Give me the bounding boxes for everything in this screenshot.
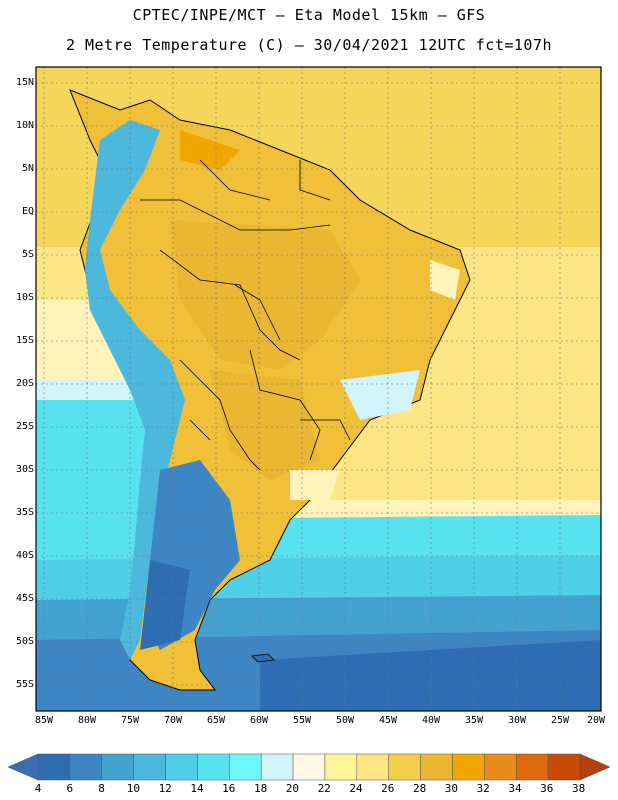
colorbar-swatch (547, 753, 581, 781)
colorbar-swatch (101, 753, 134, 781)
colorbar-label: 14 (190, 782, 204, 795)
lon-label: 80W (77, 715, 97, 726)
lon-label: 65W (206, 715, 226, 726)
map-subtitle: 2 Metre Temperature (C) – 30/04/2021 12U… (65, 36, 553, 54)
colorbar-label: 18 (253, 782, 268, 795)
lon-label: 20W (586, 715, 606, 726)
lat-label: 45S (15, 593, 34, 604)
colorbar-swatch (324, 753, 358, 781)
lat-label: 10N (15, 120, 34, 131)
colorbar-label: 28 (412, 782, 427, 795)
lon-label: 70W (163, 715, 183, 726)
colorbar-swatch (420, 753, 453, 781)
lat-label: 50S (15, 636, 34, 647)
colorbar-swatch (197, 753, 230, 781)
lat-label: 15N (15, 77, 34, 88)
colorbar-label: 32 (476, 782, 490, 795)
lon-label: 30W (507, 715, 527, 726)
map-title: CPTEC/INPE/MCT – Eta Model 15km – GFS (132, 6, 486, 24)
colorbar-label: 4 (34, 782, 42, 795)
lat-label: 20S (15, 378, 34, 389)
lat-label: 40S (15, 550, 34, 561)
colorbar-label: 8 (98, 782, 105, 795)
colorbar-swatch (515, 753, 549, 781)
colorbar-swatch (37, 753, 71, 781)
colorbar-swatch (484, 753, 517, 781)
colorbar-swatch (69, 753, 103, 781)
colorbar-label: 20 (285, 782, 300, 795)
lat-label: 25S (15, 421, 34, 432)
lat-label: EQ (21, 206, 34, 217)
colorbar-swatch (133, 753, 166, 781)
colorbar-label: 12 (158, 782, 172, 795)
lat-label: 5N (21, 163, 34, 174)
lat-label: 35S (15, 507, 34, 518)
lon-label: 60W (249, 715, 269, 726)
lat-label: 30S (15, 464, 34, 475)
lon-label: 35W (464, 715, 484, 726)
colorbar-min-arrow (7, 753, 39, 781)
lon-label: 40W (421, 715, 441, 726)
lat-label: 15S (15, 335, 34, 346)
colorbar-swatch (356, 753, 389, 781)
colorbar-label: 10 (126, 782, 141, 795)
colorbar-swatch (260, 753, 294, 781)
colorbar-swatch (165, 753, 198, 781)
lat-label: 55S (15, 679, 34, 690)
lon-label: 85W (34, 715, 54, 726)
lat-label: 10S (15, 292, 34, 303)
colorbar-label: 26 (381, 782, 395, 795)
colorbar-label: 36 (540, 782, 554, 795)
colorbar (7, 753, 611, 781)
colorbar-swatch (388, 753, 421, 781)
colorbar-swatch (292, 753, 326, 781)
colorbar-label: 6 (66, 782, 74, 795)
colorbar-label: 34 (508, 782, 522, 795)
colorbar-label: 38 (571, 782, 586, 795)
lat-label: 5S (21, 249, 34, 260)
map-frame (35, 66, 602, 712)
lon-label: 25W (550, 715, 570, 726)
colorbar-label: 30 (444, 782, 459, 795)
colorbar-swatch (229, 753, 262, 781)
colorbar-max-arrow (579, 753, 611, 781)
lon-label: 55W (292, 715, 312, 726)
colorbar-swatch (452, 753, 485, 781)
lon-label: 45W (378, 715, 398, 726)
colorbar-label: 16 (222, 782, 236, 795)
lon-label: 75W (120, 715, 140, 726)
temperature-field (36, 67, 601, 711)
colorbar-label: 24 (349, 782, 363, 795)
lon-label: 50W (335, 715, 355, 726)
colorbar-label: 22 (317, 782, 331, 795)
